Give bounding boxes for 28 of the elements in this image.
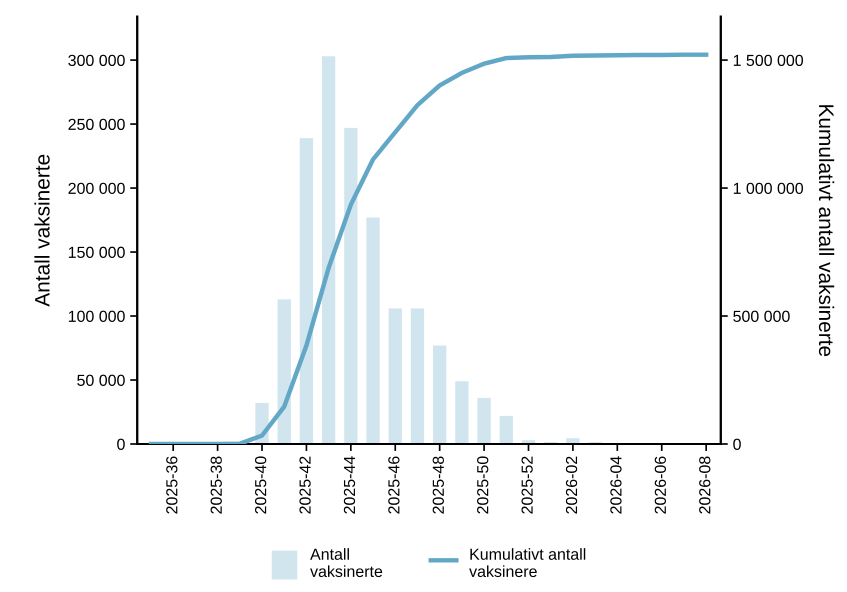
x-tick-label: 2025-40 — [254, 456, 266, 514]
y-tick-label: 250 000 — [68, 118, 125, 130]
legend-label: Kumulativt antall vaksinere — [469, 548, 586, 578]
x-tick-label: 2026-02 — [566, 456, 578, 514]
x-tick-label: 2025-42 — [299, 456, 311, 514]
legend-label: Antall vaksinerte — [310, 548, 382, 578]
x-tick-label: 2025-36 — [166, 456, 178, 514]
y2-tick-label: 1 000 000 — [734, 182, 804, 194]
y-tick-label: 100 000 — [68, 310, 125, 322]
x-tick-label: 2026-04 — [610, 456, 622, 514]
y2-axis-title: Kumulativt antall vaksinerte — [818, 105, 834, 356]
x-tick-label: 2026-08 — [699, 456, 710, 514]
y-tick-label: 200 000 — [68, 182, 125, 194]
y-axis-title: Antall vaksinerte — [34, 154, 50, 307]
y-tick-label: 0 — [117, 438, 125, 450]
x-tick-label: 2025-46 — [388, 456, 400, 514]
x-tick-label: 2025-38 — [210, 456, 222, 514]
y-tick-label: 50 000 — [77, 374, 125, 386]
y2-tick-label: 500 000 — [733, 310, 790, 322]
y-tick-label: 150 000 — [68, 246, 125, 258]
x-tick-label: 2025-52 — [521, 456, 533, 514]
x-tick-label: 2026-06 — [654, 456, 666, 514]
x-tick-label: 2025-50 — [477, 456, 488, 514]
x-tick-label: 2025-44 — [344, 456, 356, 514]
y-tick-label: 300 000 — [68, 54, 125, 66]
x-tick-label: 2025-48 — [432, 456, 444, 514]
y2-tick-label: 0 — [733, 438, 741, 450]
y2-tick-label: 1 500 000 — [734, 54, 804, 66]
